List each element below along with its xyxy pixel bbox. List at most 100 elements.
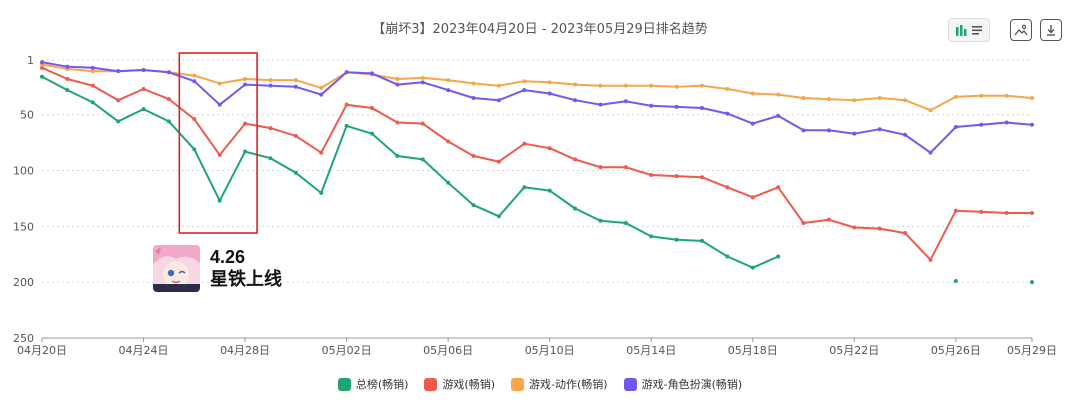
data-point[interactable] [801, 95, 806, 100]
data-point[interactable] [877, 95, 882, 100]
data-point[interactable] [446, 88, 451, 93]
data-point[interactable] [700, 106, 704, 111]
data-point[interactable] [268, 83, 273, 88]
data-point[interactable] [65, 76, 70, 81]
data-point[interactable] [141, 87, 146, 92]
data-point[interactable] [979, 93, 984, 98]
data-point[interactable] [192, 73, 197, 78]
data-point[interactable] [649, 103, 654, 108]
data-point[interactable] [1004, 93, 1009, 98]
data-point[interactable] [395, 120, 400, 125]
data-point[interactable] [90, 100, 95, 105]
data-point[interactable] [623, 221, 628, 226]
data-point[interactable] [725, 185, 730, 190]
data-point[interactable] [319, 92, 324, 97]
data-point[interactable] [852, 131, 857, 136]
data-point[interactable] [928, 150, 933, 155]
data-point[interactable] [700, 83, 704, 88]
data-point[interactable] [1004, 120, 1009, 125]
data-point[interactable] [1030, 95, 1034, 100]
data-point[interactable] [293, 84, 298, 89]
data-point[interactable] [166, 119, 171, 124]
data-point[interactable] [979, 122, 984, 127]
data-point[interactable] [40, 65, 44, 70]
data-point[interactable] [750, 91, 755, 96]
data-point[interactable] [65, 88, 70, 93]
data-point[interactable] [141, 68, 146, 73]
data-point[interactable] [217, 152, 222, 157]
data-point[interactable] [420, 75, 425, 80]
data-point[interactable] [979, 209, 984, 214]
data-point[interactable] [700, 238, 704, 243]
data-point[interactable] [471, 95, 476, 100]
data-point[interactable] [903, 231, 908, 236]
data-point[interactable] [522, 185, 527, 190]
data-point[interactable] [801, 221, 806, 226]
data-point[interactable] [547, 146, 552, 151]
data-point[interactable] [217, 198, 222, 203]
download-button[interactable] [1040, 19, 1062, 41]
data-point[interactable] [1030, 210, 1034, 215]
data-point[interactable] [1030, 122, 1034, 127]
data-point[interactable] [217, 102, 222, 107]
data-point[interactable] [674, 237, 679, 242]
data-point[interactable] [319, 85, 324, 90]
data-point[interactable] [826, 97, 831, 102]
data-point[interactable] [573, 98, 578, 103]
data-point[interactable] [953, 94, 958, 99]
data-point[interactable] [903, 132, 908, 137]
data-point[interactable] [750, 195, 755, 200]
data-point[interactable] [801, 128, 806, 133]
data-point[interactable] [1004, 210, 1009, 215]
data-point[interactable] [928, 257, 933, 262]
data-point[interactable] [953, 208, 958, 213]
data-point[interactable] [953, 279, 958, 284]
data-point[interactable] [547, 91, 552, 96]
data-point[interactable] [750, 265, 755, 270]
data-point[interactable] [293, 170, 298, 175]
data-point[interactable] [573, 157, 578, 162]
data-point[interactable] [293, 133, 298, 138]
image-export-button[interactable] [1010, 19, 1032, 41]
data-point[interactable] [522, 141, 527, 146]
data-point[interactable] [674, 104, 679, 109]
data-point[interactable] [573, 82, 578, 87]
data-point[interactable] [649, 172, 654, 177]
data-point[interactable] [268, 78, 273, 83]
data-point[interactable] [598, 102, 603, 107]
data-point[interactable] [725, 87, 730, 92]
data-point[interactable] [116, 119, 121, 124]
data-point[interactable] [496, 83, 501, 88]
legend-item[interactable]: 游戏-角色扮演(畅销) [623, 376, 742, 392]
legend-item[interactable]: 游戏(畅销) [424, 376, 495, 392]
data-point[interactable] [192, 117, 197, 122]
data-point[interactable] [395, 82, 400, 87]
data-point[interactable] [1030, 280, 1034, 285]
data-point[interactable] [471, 154, 476, 159]
data-point[interactable] [674, 174, 679, 179]
data-point[interactable] [243, 76, 248, 81]
data-point[interactable] [116, 69, 121, 74]
data-point[interactable] [776, 92, 781, 97]
data-point[interactable] [598, 165, 603, 170]
data-point[interactable] [90, 65, 95, 70]
legend-item[interactable]: 游戏-动作(畅销) [511, 376, 608, 392]
data-point[interactable] [90, 69, 95, 74]
data-point[interactable] [65, 64, 70, 69]
data-point[interactable] [928, 108, 933, 113]
data-point[interactable] [852, 98, 857, 103]
data-point[interactable] [547, 188, 552, 193]
data-point[interactable] [446, 139, 451, 144]
data-point[interactable] [496, 214, 501, 219]
data-point[interactable] [166, 70, 171, 75]
data-point[interactable] [776, 254, 781, 259]
data-point[interactable] [344, 102, 349, 107]
legend-item[interactable]: 总榜(畅销) [337, 376, 408, 392]
data-point[interactable] [877, 226, 882, 231]
data-point[interactable] [725, 111, 730, 116]
data-point[interactable] [395, 76, 400, 81]
data-point[interactable] [319, 150, 324, 155]
data-point[interactable] [573, 206, 578, 211]
data-point[interactable] [623, 83, 628, 88]
data-point[interactable] [953, 124, 958, 129]
